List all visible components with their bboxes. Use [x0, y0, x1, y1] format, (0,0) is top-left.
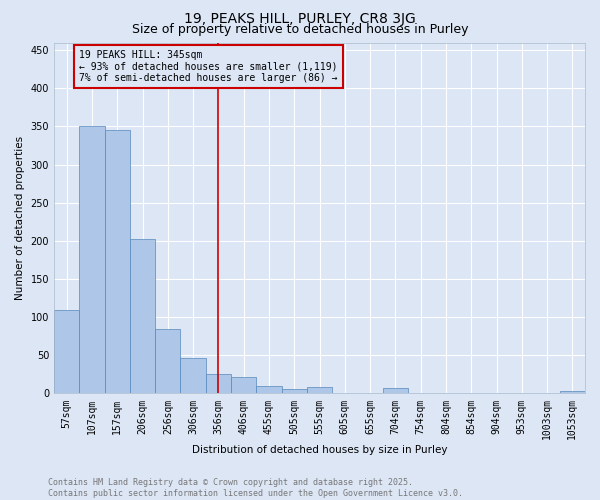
- Bar: [155, 328, 181, 394]
- Y-axis label: Number of detached properties: Number of detached properties: [15, 136, 25, 300]
- Text: Size of property relative to detached houses in Purley: Size of property relative to detached ho…: [132, 22, 468, 36]
- Bar: [104, 130, 130, 394]
- Bar: [206, 374, 231, 394]
- Bar: [231, 378, 256, 394]
- Bar: [281, 389, 307, 394]
- Bar: [79, 126, 104, 394]
- Bar: [256, 386, 281, 394]
- Bar: [181, 358, 206, 394]
- Bar: [307, 388, 332, 394]
- Bar: [560, 391, 585, 394]
- Text: Contains HM Land Registry data © Crown copyright and database right 2025.
Contai: Contains HM Land Registry data © Crown c…: [48, 478, 463, 498]
- Bar: [408, 392, 433, 394]
- X-axis label: Distribution of detached houses by size in Purley: Distribution of detached houses by size …: [192, 445, 447, 455]
- Bar: [54, 310, 79, 394]
- Bar: [130, 238, 155, 394]
- Text: 19 PEAKS HILL: 345sqm
← 93% of detached houses are smaller (1,119)
7% of semi-de: 19 PEAKS HILL: 345sqm ← 93% of detached …: [79, 50, 338, 84]
- Text: 19, PEAKS HILL, PURLEY, CR8 3JG: 19, PEAKS HILL, PURLEY, CR8 3JG: [184, 12, 416, 26]
- Bar: [383, 388, 408, 394]
